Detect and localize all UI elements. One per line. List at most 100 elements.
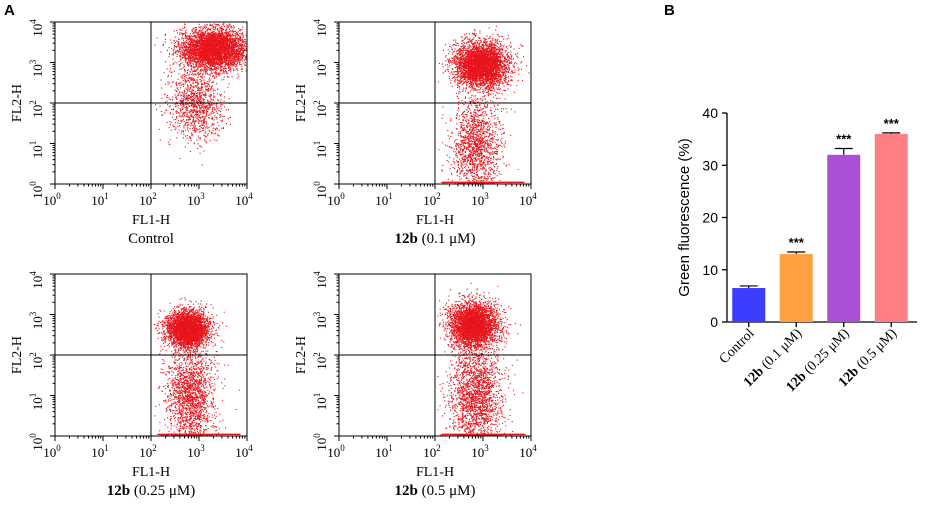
dot <box>205 63 207 65</box>
dot <box>222 60 224 62</box>
dot <box>180 43 182 45</box>
dot <box>187 87 189 89</box>
dot <box>225 29 227 31</box>
dot <box>214 51 216 53</box>
dot <box>179 32 181 34</box>
dot <box>240 45 242 47</box>
dot <box>177 132 179 134</box>
dot <box>205 49 207 51</box>
dot <box>241 57 243 59</box>
dot <box>179 46 181 48</box>
dot <box>234 34 236 36</box>
dot <box>217 61 219 63</box>
dot <box>195 32 197 34</box>
dot <box>189 57 191 59</box>
dot <box>176 97 178 99</box>
dot <box>228 69 230 71</box>
dot <box>196 57 198 59</box>
dot <box>193 127 195 129</box>
dot <box>194 66 196 68</box>
dot <box>195 71 197 73</box>
dot <box>198 65 200 67</box>
dot <box>241 38 243 40</box>
dot <box>226 28 228 30</box>
dot <box>219 42 221 44</box>
dot <box>184 26 186 28</box>
dot <box>226 47 228 49</box>
dot <box>219 73 221 75</box>
dot <box>188 55 190 57</box>
dot <box>237 40 239 42</box>
dot <box>211 64 213 66</box>
dot <box>221 40 223 42</box>
dot <box>236 67 238 69</box>
dot <box>204 138 206 140</box>
dot <box>211 57 213 59</box>
dot <box>198 52 200 54</box>
dot <box>218 36 220 38</box>
dot <box>236 60 238 62</box>
dot <box>189 128 191 130</box>
dot <box>222 35 224 37</box>
dot <box>188 53 190 55</box>
dot <box>206 112 208 114</box>
dot <box>241 50 243 52</box>
dot <box>236 50 238 52</box>
dot <box>210 72 212 74</box>
dot <box>221 104 223 106</box>
dot <box>236 42 238 44</box>
dot <box>191 95 193 97</box>
dot <box>224 32 226 34</box>
dot <box>184 32 186 34</box>
dot <box>189 136 191 138</box>
dot <box>221 26 223 28</box>
dot <box>184 123 186 125</box>
dot <box>175 83 177 85</box>
dot <box>235 42 237 44</box>
dot <box>199 38 201 40</box>
dot <box>212 90 214 92</box>
dot <box>233 38 235 40</box>
dot <box>206 48 208 50</box>
dot <box>215 68 217 70</box>
dot <box>183 100 185 102</box>
dot <box>166 100 168 102</box>
dot <box>215 70 217 72</box>
dot <box>243 46 245 48</box>
dot <box>192 55 194 57</box>
dot <box>236 31 238 33</box>
dot <box>222 56 224 58</box>
dot <box>205 82 207 84</box>
dot <box>226 43 228 45</box>
dot <box>194 51 196 53</box>
dot <box>184 61 186 63</box>
dot <box>210 67 212 69</box>
dot <box>182 28 184 30</box>
dot <box>229 33 231 35</box>
dot <box>197 32 199 34</box>
dot <box>192 28 194 30</box>
dot <box>203 79 205 81</box>
dot <box>218 63 220 65</box>
dot <box>179 82 181 84</box>
dot <box>183 104 185 106</box>
dot <box>203 104 205 106</box>
dot <box>212 81 214 83</box>
dot-cloud <box>154 22 248 166</box>
dot <box>203 129 205 131</box>
dot <box>184 45 186 47</box>
dot <box>228 49 230 51</box>
dot <box>208 40 210 42</box>
dot <box>179 29 181 31</box>
dot <box>186 128 188 130</box>
dot <box>230 49 232 51</box>
dot <box>187 94 189 96</box>
dot <box>178 48 180 50</box>
dot <box>174 122 176 124</box>
dot <box>191 65 193 67</box>
dot <box>224 39 226 41</box>
dot <box>184 80 186 82</box>
dot <box>240 63 242 65</box>
dot <box>179 158 181 160</box>
dot <box>188 49 190 51</box>
